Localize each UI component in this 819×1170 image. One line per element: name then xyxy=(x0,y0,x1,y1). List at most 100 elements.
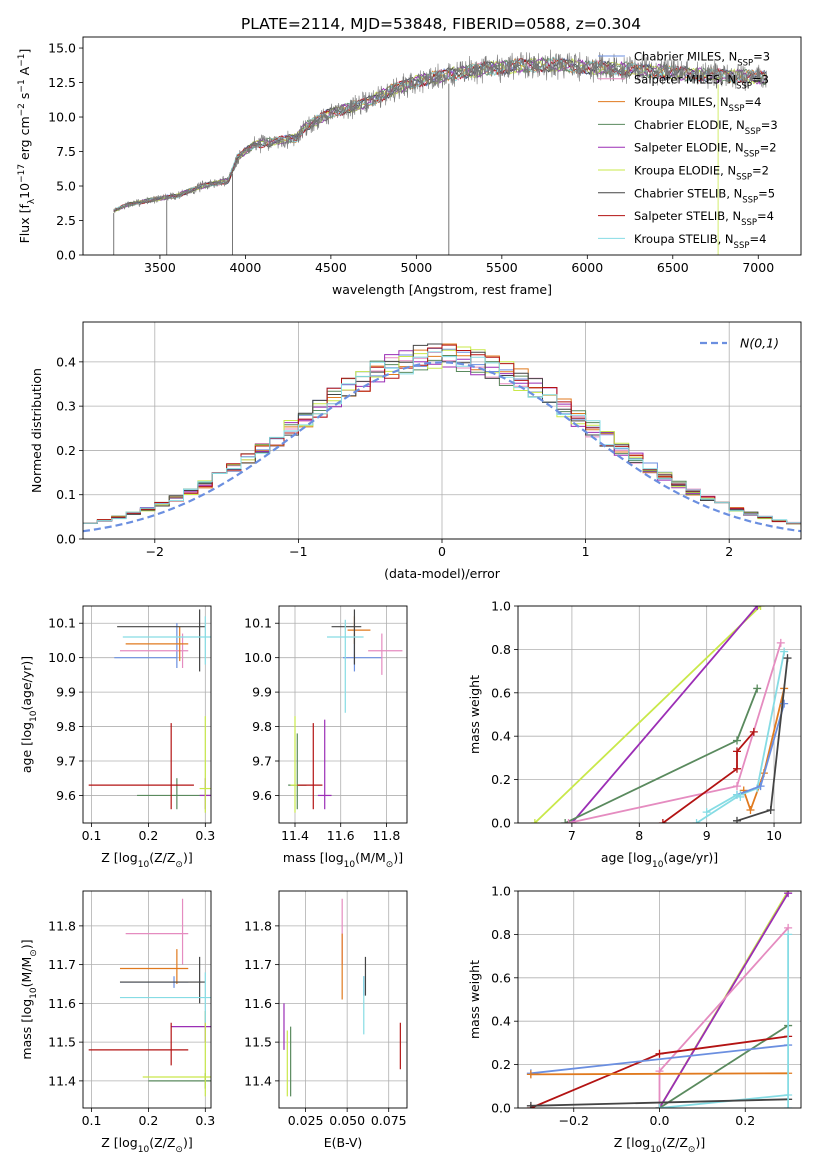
mass-weight-line xyxy=(530,1098,789,1107)
x-tick-label: 0.3 xyxy=(195,1113,215,1128)
y-tick-label: 9.8 xyxy=(56,719,76,734)
mass-weight-marker xyxy=(783,654,792,663)
y-tick-label: 0.4 xyxy=(491,729,511,744)
y-tick-label: 9.6 xyxy=(56,788,76,803)
error-bar-salpeter-miles xyxy=(119,633,189,668)
axes-frame xyxy=(82,36,802,256)
x-axis-label: Z [log10(Z/Z⊙)] xyxy=(101,850,192,870)
x-tick-label: 4500 xyxy=(315,260,347,275)
x-tick-label: 6000 xyxy=(571,260,603,275)
x-tick-label: 4000 xyxy=(229,260,261,275)
y-tick-label: 11.5 xyxy=(244,1035,272,1050)
error-bar-chabrier-elodie xyxy=(288,733,307,810)
error-bar-kroupa-miles xyxy=(125,626,189,662)
y-tick-label: 0.6 xyxy=(491,685,511,700)
x-axis-label: Z [log10(Z/Z⊙)] xyxy=(614,1135,705,1155)
mass-weight-marker xyxy=(732,736,741,745)
x-axis-label: Z [log10(Z/Z⊙)] xyxy=(101,1135,192,1155)
mass-weight-line xyxy=(696,651,786,823)
y-tick-label: 0.2 xyxy=(491,772,511,787)
mass-weight-salpeter-stelib xyxy=(658,727,758,823)
mass-weight-marker xyxy=(749,727,758,736)
mass-weight-line xyxy=(658,927,789,1108)
x-tick-label: 9 xyxy=(703,828,711,843)
error-bar-chabrier-stelib xyxy=(117,609,206,672)
y-tick-label: 0.0 xyxy=(56,532,76,547)
x-tick-label: 11.4 xyxy=(281,828,309,843)
mass-weight-marker xyxy=(784,930,793,939)
y-tick-label: 0.6 xyxy=(491,970,511,985)
x-tick-label: 7 xyxy=(568,828,576,843)
x-tick-label: 0 xyxy=(438,544,446,559)
axes-frame xyxy=(278,890,408,1109)
y-tick-label: 0.2 xyxy=(491,1057,511,1072)
legend-entry: N(0,1) xyxy=(740,336,779,351)
mass-weight-marker xyxy=(780,647,789,656)
x-axis-label: age [log10(age/yr)] xyxy=(601,850,718,870)
residual-histograms xyxy=(83,343,801,533)
x-tick-label: 1 xyxy=(582,544,590,559)
mass-weight-chabrier-miles xyxy=(732,699,789,799)
legend-entry: Salpeter STELIB, NSSP=4 xyxy=(634,209,774,228)
mass-weight-vs-age-panel: 7 8 9 10 0.0 0.2 0.4 0.6 0.8 1.0 age [log10(age/yr… xyxy=(467,599,802,870)
spectrum-legend: Chabrier MILES, NSSP=3 Salpeter MILES, NS… xyxy=(598,50,778,251)
y-tick-label: 11.8 xyxy=(48,918,76,933)
x-tick-label: 3500 xyxy=(144,260,176,275)
y-tick-label: 9.7 xyxy=(252,754,272,769)
y-tick-label: 9.9 xyxy=(252,685,272,700)
x-tick-label: 2 xyxy=(725,544,733,559)
y-tick-label: 10.1 xyxy=(244,616,272,631)
y-tick-label: 11.7 xyxy=(48,957,76,972)
mass-weight-chabrier-elodie xyxy=(655,1021,793,1108)
y-tick-label: 0.4 xyxy=(56,354,76,369)
axes-frame xyxy=(517,890,802,1109)
error-bar-salpeter-miles xyxy=(368,633,403,675)
x-tick-label: 0.050 xyxy=(329,1113,365,1128)
y-tick-label: 11.6 xyxy=(244,996,272,1011)
error-bar-kroupa-stelib xyxy=(122,616,211,665)
mass-weight-marker xyxy=(766,805,775,814)
mass-weight-line xyxy=(736,658,789,822)
error-bars xyxy=(88,609,211,813)
mass-weight-marker xyxy=(732,764,741,773)
mass-weight-marker xyxy=(658,819,667,823)
residuals-panel: −2 −1 0 1 2 0.0 0.1 0.2 0.3 0.4 (data-model)/error… xyxy=(29,321,802,581)
mass-weight-marker xyxy=(756,606,765,610)
y-tick-label: 11.4 xyxy=(48,1073,76,1088)
y-tick-label: 0.3 xyxy=(56,399,76,414)
error-bar-salpeter-elodie xyxy=(317,719,332,810)
y-tick-label: 12.5 xyxy=(48,75,76,90)
mass-weight-line xyxy=(534,606,762,823)
mass-weight-marker xyxy=(753,684,762,693)
error-bar-chabrier-elodie xyxy=(148,1073,211,1089)
error-bar-salpeter-stelib xyxy=(88,1022,189,1066)
y-tick-label: 11.8 xyxy=(244,918,272,933)
mass-weight-lines xyxy=(526,891,793,1108)
x-tick-label: 0.2 xyxy=(138,1113,158,1128)
x-tick-label: 8 xyxy=(635,828,643,843)
y-tick-label: 11.7 xyxy=(244,957,272,972)
mass-weight-marker xyxy=(702,808,711,817)
y-axis-label: Flux [fλ10−17 erg cm−2 s−1 A−1] xyxy=(17,49,37,244)
mass-weight-kroupa-stelib-vertical xyxy=(784,930,793,1108)
error-bar-kroupa-elodie xyxy=(199,716,211,813)
axes-frame xyxy=(82,605,212,824)
x-tick-label: 0.2 xyxy=(735,1113,755,1128)
x-tick-label: 5500 xyxy=(486,260,518,275)
error-bar-salpeter-stelib xyxy=(88,723,194,810)
mass-vs-ebv-panel: 0.025 0.050 0.075 11.4 11.5 11.6 11.7 11.8 E(B-V… xyxy=(244,890,408,1150)
y-tick-label: 10.0 xyxy=(244,650,272,665)
x-tick-label: −2 xyxy=(146,544,164,559)
figure-title: PLATE=2114, MJD=53848, FIBERID=0588, z=0… xyxy=(241,15,641,33)
residual-hist-kroupa-stelib xyxy=(83,351,801,526)
x-tick-label: 11.8 xyxy=(373,828,401,843)
y-tick-label: 0.8 xyxy=(491,642,511,657)
mass-weight-line xyxy=(568,642,782,823)
mass-weight-salpeter-miles xyxy=(655,923,793,1108)
y-tick-label: 9.8 xyxy=(252,719,272,734)
x-tick-label: 0.2 xyxy=(138,828,158,843)
mass-weight-line xyxy=(530,1044,789,1075)
y-tick-label: 11.4 xyxy=(244,1073,272,1088)
axes-frame xyxy=(82,321,802,540)
